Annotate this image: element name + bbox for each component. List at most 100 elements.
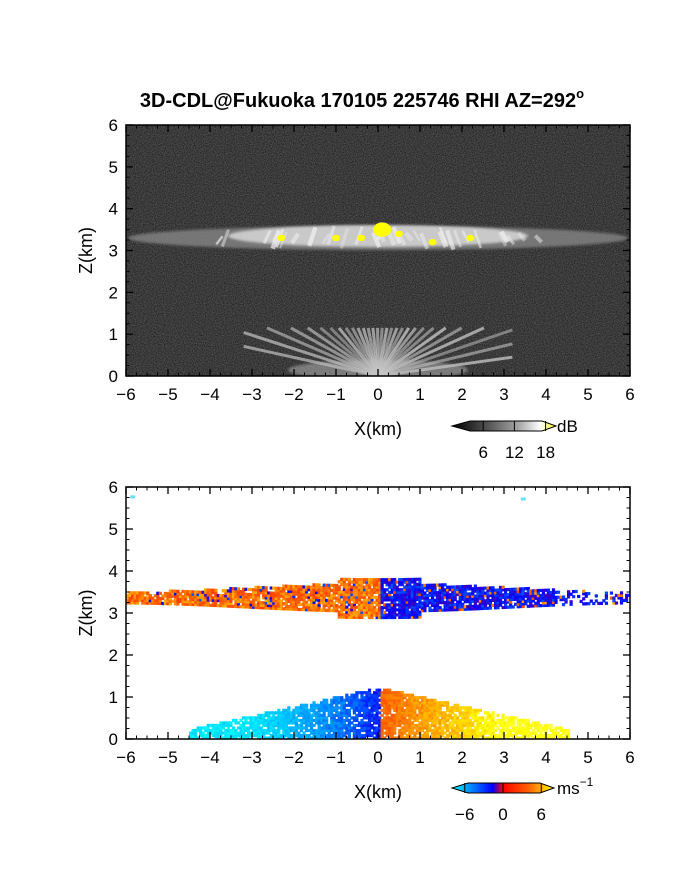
velocity-cell (415, 577, 419, 581)
velocity-cell (435, 601, 440, 605)
velocity-cell (380, 731, 384, 735)
velocity-cell (393, 706, 397, 710)
upper-layer-streak (412, 229, 421, 242)
velocity-cell (332, 726, 336, 730)
velocity-cell (173, 589, 178, 593)
velocity-cell (483, 606, 488, 610)
velocity-cell (320, 731, 324, 735)
velocity-cell (166, 594, 170, 598)
velocity-cell (327, 593, 331, 597)
velocity-cell (284, 604, 288, 608)
velocity-cell (539, 731, 543, 735)
velocity-cell (312, 701, 316, 705)
velocity-cell (418, 590, 422, 594)
velocity-cell (398, 713, 402, 717)
upper-layer-streak (497, 231, 508, 247)
velocity-cell (458, 587, 462, 591)
velocity-cell (214, 603, 218, 608)
velocity-cell (466, 592, 470, 596)
velocity-cell (342, 701, 346, 705)
velocity-cell (408, 595, 412, 599)
velocity-cell (249, 731, 253, 735)
velocity-cell (345, 605, 349, 609)
velocity-cell (264, 723, 268, 728)
velocity-cell (418, 610, 422, 614)
velocity-cell (511, 723, 515, 728)
velocity-cell (400, 603, 404, 607)
velocity-cell (458, 605, 462, 609)
velocity-cell (435, 703, 440, 707)
velocity-cell (398, 608, 402, 612)
velocity-cell (511, 587, 515, 591)
velocity-colorbar: ms−1 −6 0 6 (450, 775, 594, 824)
velocity-cell (297, 607, 301, 612)
velocity-cell (617, 596, 621, 600)
velocity-cell (325, 733, 329, 738)
velocity-cell (355, 580, 359, 584)
velocity-cell (342, 585, 346, 589)
velocity-cell (367, 585, 372, 589)
velocity-cell (317, 731, 321, 735)
velocity-cell (274, 606, 278, 611)
velocity-cell (476, 723, 480, 728)
velocity-cell (267, 726, 271, 730)
velocity-cell (478, 726, 482, 730)
velocity-cell (491, 728, 495, 733)
velocity-cell (476, 718, 480, 723)
velocity-cell (423, 711, 427, 715)
velocity-cell (544, 596, 548, 600)
velocity-cell (491, 713, 495, 717)
velocity-cell (168, 597, 173, 601)
velocity-cell (153, 599, 157, 603)
velocity-cell (435, 708, 440, 712)
velocity-cell (166, 599, 170, 603)
velocity-cell (461, 590, 465, 594)
velocity-cell (458, 726, 462, 730)
velocity-cell (350, 701, 354, 705)
velocity-cell (493, 736, 498, 739)
velocity-cell (307, 595, 311, 599)
velocity-cell (143, 591, 147, 595)
velocity-cell (372, 613, 377, 617)
velocity-cell (272, 586, 276, 590)
velocity-cell (151, 601, 155, 605)
velocity-cell (345, 610, 349, 614)
velocity-cell (385, 716, 389, 720)
velocity-cell (287, 713, 291, 717)
velocity-cell (393, 600, 397, 604)
velocity-cell (410, 577, 414, 582)
velocity-cell (461, 706, 465, 710)
velocity-cell (269, 726, 273, 730)
velocity-cell (340, 615, 344, 619)
velocity-cell (357, 600, 362, 604)
velocity-cell (312, 608, 316, 612)
velocity-cell (458, 728, 462, 733)
velocity-cell (274, 716, 278, 720)
velocity-cell (186, 602, 190, 606)
velocity-cell (478, 594, 482, 598)
upper-layer-streak (438, 226, 448, 244)
velocity-cell (516, 718, 520, 723)
velocity-cell (473, 736, 477, 739)
velocity-cell (483, 601, 488, 605)
velocity-cell (284, 726, 288, 730)
velocity-cell (423, 706, 427, 710)
velocity-cell (496, 606, 500, 610)
velocity-cell (372, 731, 377, 735)
velocity-cell (367, 593, 372, 597)
velocity-cell (385, 615, 389, 620)
velocity-cell (168, 589, 173, 593)
velocity-cell (378, 588, 382, 592)
velocity-cell (282, 726, 286, 730)
velocity-cell (211, 596, 215, 600)
velocity-cell (476, 721, 480, 725)
velocity-cell (408, 585, 412, 589)
velocity-cell (471, 731, 475, 735)
velocity-cell (229, 594, 233, 598)
velocity-cell (471, 587, 475, 591)
velocity-cell (509, 721, 513, 725)
velocity-cell (413, 595, 417, 599)
velocity-cell (297, 708, 301, 712)
velocity-cell (420, 716, 425, 720)
velocity-cell (526, 592, 530, 596)
